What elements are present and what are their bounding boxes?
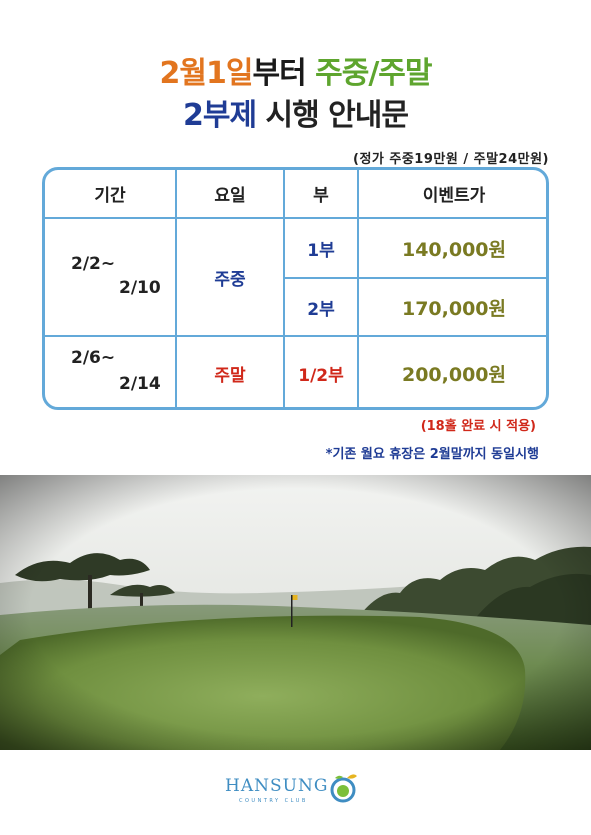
regular-price-note: (정가 주중19만원 / 주말24만원) bbox=[353, 152, 549, 167]
weekend-part: 1/2부 bbox=[298, 366, 344, 386]
table-divider bbox=[45, 217, 546, 219]
weekend-label: 주말 bbox=[214, 366, 246, 386]
weekend-price: 200,000원 bbox=[401, 364, 507, 386]
logo-emblem-icon bbox=[330, 774, 357, 803]
header-day: 요일 bbox=[214, 186, 246, 206]
closure-note: *기존 월요 휴장은 2월말까지 동일시행 bbox=[325, 447, 539, 462]
title-from: 부터 bbox=[252, 56, 316, 91]
logo-subtitle: COUNTRY CLUB bbox=[239, 798, 308, 804]
title-date: 2월1일 bbox=[159, 56, 254, 91]
title-line-1: 2월1일부터 주중/주말 bbox=[0, 48, 591, 92]
title-notice: 시행 안내문 bbox=[256, 98, 409, 133]
weekday-period-start: 2/2~ bbox=[71, 254, 116, 274]
weekday-part-1: 1부 bbox=[307, 240, 335, 261]
weekday-price-2: 170,000원 bbox=[401, 297, 507, 320]
header-part: 부 bbox=[313, 186, 329, 206]
title-two-part: 2부제 bbox=[183, 98, 257, 133]
weekday-period-end: 2/10 bbox=[119, 278, 161, 298]
price-table: 기간 요일 부 이벤트가 2/2~ 2/10 주중 1부 140,000원 2부… bbox=[42, 167, 549, 410]
weekday-part-2: 2부 bbox=[307, 299, 335, 320]
title-line-2: 2부제 시행 안내문 bbox=[0, 90, 591, 134]
header-period: 기간 bbox=[94, 186, 126, 206]
weekday-price-1: 140,000원 bbox=[401, 238, 507, 261]
table-divider bbox=[357, 170, 359, 407]
logo-name: HANSUNG bbox=[225, 776, 329, 796]
weekend-period-start: 2/6~ bbox=[71, 348, 116, 368]
table-divider bbox=[45, 335, 546, 337]
title-weekday-weekend: 주중/주말 bbox=[315, 56, 432, 91]
weekend-period-end: 2/14 bbox=[119, 374, 161, 394]
golf-course-photo bbox=[0, 475, 591, 750]
table-divider bbox=[283, 277, 546, 279]
hansung-logo: HANSUNG COUNTRY CLUB bbox=[225, 770, 365, 810]
weekday-label: 주중 bbox=[214, 269, 246, 290]
table-divider bbox=[283, 170, 285, 407]
completion-note: (18홀 완료 시 적용) bbox=[420, 419, 536, 434]
table-divider bbox=[175, 170, 177, 407]
header-event-price: 이벤트가 bbox=[422, 186, 486, 206]
